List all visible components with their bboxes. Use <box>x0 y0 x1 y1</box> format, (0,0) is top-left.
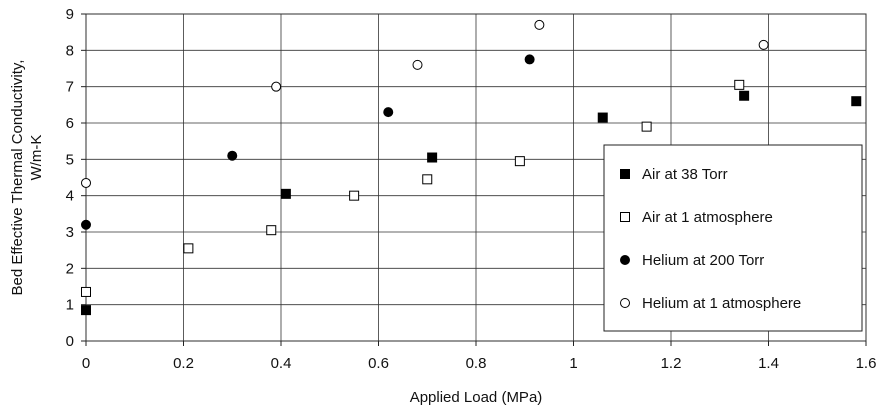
legend-marker <box>620 212 630 222</box>
y-tick-label: 8 <box>66 42 74 59</box>
legend-label: Helium at 200 Torr <box>642 252 764 269</box>
y-tick-label: 6 <box>66 115 74 132</box>
legend-marker <box>620 169 630 179</box>
x-tick-label: 1 <box>569 355 577 372</box>
data-point <box>349 190 360 201</box>
x-tick-label: 0.4 <box>271 355 292 372</box>
x-tick-label: 1.2 <box>661 355 682 372</box>
y-tick-label: 5 <box>66 151 74 168</box>
data-point <box>758 39 769 50</box>
tick-labels: 0 1 2 3 4 5 6 7 8 9 0 0.2 0.4 0.6 0.8 1 1.2 1.4 1.6 <box>66 6 877 372</box>
data-point <box>597 112 608 123</box>
y-axis-title-line-2: W/m-K <box>28 135 45 181</box>
data-point <box>81 177 91 188</box>
y-tick-label: 4 <box>66 188 74 205</box>
data-point <box>514 156 525 167</box>
series-4 <box>81 19 769 188</box>
data-point <box>534 19 545 30</box>
x-tick-label: 1.6 <box>856 355 877 372</box>
data-point <box>524 54 535 65</box>
data-point <box>641 121 652 132</box>
data-point <box>183 243 194 254</box>
y-tick-label: 3 <box>66 224 74 241</box>
y-tick-label: 2 <box>66 260 74 277</box>
data-point <box>427 152 438 163</box>
y-tick-label: 0 <box>66 333 74 350</box>
data-point <box>412 59 423 70</box>
y-axis-title-line-1: Bed Effective Thermal Conductivity, <box>9 60 26 296</box>
legend-marker <box>620 255 630 265</box>
legend-label: Air at 38 Torr <box>642 166 728 183</box>
data-point <box>271 81 282 92</box>
x-tick-label: 0 <box>82 355 90 372</box>
data-point <box>81 305 91 316</box>
data-point <box>851 96 862 107</box>
data-points <box>81 19 862 316</box>
series-1 <box>81 90 862 316</box>
data-point <box>227 150 238 161</box>
data-point <box>383 107 394 118</box>
data-point <box>739 90 750 101</box>
data-point <box>81 286 91 297</box>
legend: Air at 38 Torr Air at 1 atmosphere Helium … <box>603 144 863 332</box>
legend-marker <box>620 298 630 308</box>
x-tick-label: 0.8 <box>466 355 487 372</box>
y-tick-label: 9 <box>66 6 74 23</box>
data-point <box>266 225 277 236</box>
legend-items: Air at 38 Torr Air at 1 atmosphere Helium … <box>620 166 801 312</box>
y-tick-label: 1 <box>66 297 74 314</box>
x-tick-label: 0.2 <box>173 355 194 372</box>
legend-label: Helium at 1 atmosphere <box>642 295 801 312</box>
data-point <box>81 219 91 230</box>
series-3 <box>81 54 535 230</box>
x-axis-title: Applied Load (MPa) <box>410 389 543 406</box>
legend-label: Air at 1 atmosphere <box>642 209 773 226</box>
series-2 <box>81 79 745 297</box>
data-point <box>734 79 745 90</box>
x-tick-label: 0.6 <box>368 355 389 372</box>
data-point <box>422 174 433 185</box>
data-point <box>280 188 291 199</box>
y-tick-label: 7 <box>66 79 74 96</box>
legend-box <box>603 144 863 332</box>
x-tick-label: 1.4 <box>758 355 779 372</box>
